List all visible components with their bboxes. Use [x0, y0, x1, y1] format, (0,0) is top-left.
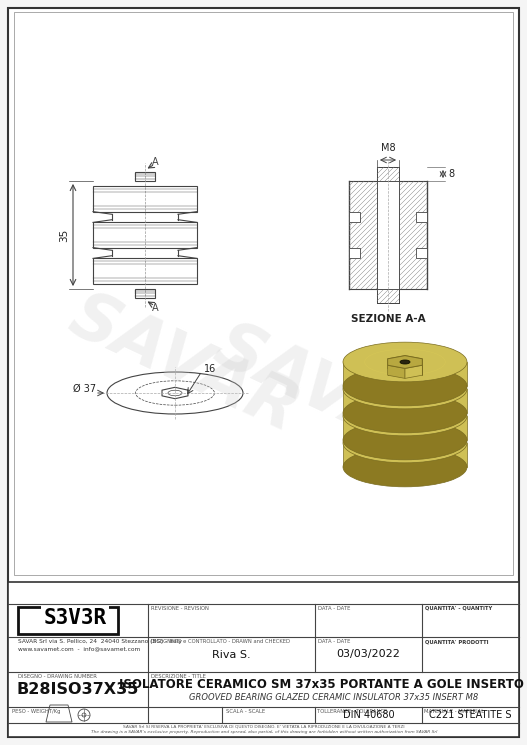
Ellipse shape — [343, 342, 467, 382]
Bar — [343, 389, 467, 413]
Ellipse shape — [367, 404, 443, 428]
Bar — [377, 289, 399, 303]
Text: Ø 37: Ø 37 — [73, 384, 96, 394]
Bar — [367, 386, 443, 389]
Text: C221 STEATITE S: C221 STEATITE S — [430, 710, 512, 720]
Text: DATA - DATE: DATA - DATE — [318, 606, 350, 611]
Bar — [416, 212, 427, 223]
Text: QUANTITA' PRODOTTI: QUANTITA' PRODOTTI — [425, 639, 489, 644]
Text: SAVAR: SAVAR — [205, 314, 455, 477]
Bar — [8, 582, 519, 737]
Ellipse shape — [135, 381, 214, 405]
Polygon shape — [388, 355, 405, 369]
Text: 8: 8 — [448, 169, 454, 179]
Text: 35: 35 — [59, 229, 69, 241]
Text: The drawing is a SAVAR's exclusive property. Reproduction and spread, also parti: The drawing is a SAVAR's exclusive prope… — [91, 730, 437, 734]
Polygon shape — [388, 365, 405, 378]
Bar — [399, 181, 427, 289]
Polygon shape — [405, 355, 422, 369]
Ellipse shape — [367, 401, 443, 425]
Bar — [18, 607, 118, 634]
Bar — [93, 223, 197, 247]
Ellipse shape — [343, 447, 467, 486]
Bar — [93, 259, 197, 284]
Ellipse shape — [343, 420, 467, 460]
Ellipse shape — [168, 390, 182, 396]
Text: DISEGNATO e CONTROLLATO - DRAWN and CHECKED: DISEGNATO e CONTROLLATO - DRAWN and CHEC… — [151, 639, 290, 644]
Ellipse shape — [367, 374, 443, 399]
Text: GROOVED BEARING GLAZED CERAMIC INSULATOR 37x35 INSERT M8: GROOVED BEARING GLAZED CERAMIC INSULATOR… — [189, 693, 478, 702]
Bar — [14, 12, 513, 575]
Text: 16: 16 — [204, 364, 216, 374]
Ellipse shape — [343, 393, 467, 433]
Bar — [349, 212, 359, 223]
Bar — [377, 181, 399, 289]
Bar — [135, 289, 155, 298]
Text: DIN 40680: DIN 40680 — [343, 710, 394, 720]
Ellipse shape — [400, 360, 410, 364]
Text: DATA - DATE: DATA - DATE — [318, 639, 350, 644]
Text: MATERIALE - MATERIAL: MATERIALE - MATERIAL — [424, 709, 484, 714]
Bar — [343, 443, 467, 467]
Polygon shape — [405, 365, 422, 378]
Text: www.savamet.com  -  info@savamet.com: www.savamet.com - info@savamet.com — [18, 646, 140, 651]
Bar — [349, 181, 377, 289]
Text: B28ISO37X35: B28ISO37X35 — [17, 682, 139, 697]
Text: SAVAR Srl SI RISERVA LA PROPRIETA' ESCLUSIVA DI QUESTO DISEGNO. E' VIETATA LA RI: SAVAR Srl SI RISERVA LA PROPRIETA' ESCLU… — [123, 724, 405, 728]
Ellipse shape — [343, 396, 467, 436]
Text: PESO - WEIGHT/Kg: PESO - WEIGHT/Kg — [12, 709, 61, 714]
Text: S3V3R: S3V3R — [43, 609, 106, 629]
Polygon shape — [388, 355, 422, 368]
Text: A: A — [152, 303, 158, 313]
Bar — [343, 416, 467, 440]
Bar — [367, 413, 443, 416]
Text: SAVAR: SAVAR — [60, 283, 310, 447]
Ellipse shape — [367, 428, 443, 452]
Text: 03/03/2022: 03/03/2022 — [337, 650, 401, 659]
Text: SCALA - SCALE: SCALA - SCALE — [226, 709, 265, 714]
Bar — [377, 167, 399, 181]
Text: SEZIONE A-A: SEZIONE A-A — [350, 314, 425, 324]
Text: TOLLERANZE - TOLERANCE: TOLLERANZE - TOLERANCE — [317, 709, 387, 714]
Ellipse shape — [107, 372, 243, 414]
Bar — [367, 440, 443, 443]
Text: SAVAR Srl via S. Pellico, 24  24040 Stezzano (BG) - Italy: SAVAR Srl via S. Pellico, 24 24040 Stezz… — [18, 639, 182, 644]
Text: A: A — [152, 157, 158, 167]
Ellipse shape — [367, 431, 443, 455]
Ellipse shape — [343, 423, 467, 463]
Text: Riva S.: Riva S. — [212, 650, 251, 659]
Ellipse shape — [343, 366, 467, 406]
Bar — [343, 362, 467, 386]
Bar — [349, 247, 359, 259]
Bar — [416, 247, 427, 259]
Bar — [93, 186, 197, 212]
Text: DISEGNO - DRAWING NUMBER: DISEGNO - DRAWING NUMBER — [18, 674, 97, 679]
Text: QUANTITA' - QUANTITY: QUANTITA' - QUANTITY — [425, 606, 492, 611]
Text: ISOLATORE CERAMICO SM 37x35 PORTANTE A GOLE INSERTO M8: ISOLATORE CERAMICO SM 37x35 PORTANTE A G… — [119, 678, 527, 691]
Ellipse shape — [343, 370, 467, 409]
Ellipse shape — [367, 377, 443, 402]
Text: M8: M8 — [380, 143, 395, 153]
Text: DESCRIZIONE - TITLE: DESCRIZIONE - TITLE — [151, 674, 206, 679]
Text: REVISIONE - REVISION: REVISIONE - REVISION — [151, 606, 209, 611]
Bar — [135, 172, 155, 181]
